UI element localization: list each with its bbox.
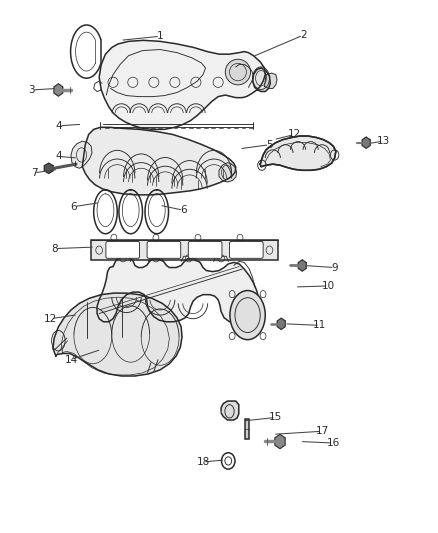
Text: 14: 14: [64, 354, 78, 365]
Text: 5: 5: [266, 140, 273, 150]
Text: 3: 3: [28, 85, 35, 95]
Polygon shape: [265, 73, 277, 88]
Polygon shape: [275, 434, 285, 449]
Text: 18: 18: [196, 457, 210, 467]
FancyBboxPatch shape: [147, 241, 181, 259]
Text: 6: 6: [180, 205, 187, 215]
Text: 4: 4: [56, 151, 63, 161]
FancyBboxPatch shape: [230, 241, 263, 259]
Text: 1: 1: [157, 31, 163, 41]
Text: 15: 15: [269, 413, 283, 423]
Polygon shape: [298, 260, 306, 271]
Polygon shape: [44, 163, 53, 173]
Text: 8: 8: [52, 244, 58, 254]
Polygon shape: [53, 293, 182, 376]
Text: 2: 2: [300, 30, 307, 40]
Polygon shape: [214, 256, 229, 261]
Ellipse shape: [225, 59, 251, 85]
Bar: [245, 419, 249, 439]
Text: 13: 13: [376, 136, 390, 146]
Text: 16: 16: [327, 438, 340, 448]
Polygon shape: [71, 141, 92, 168]
Polygon shape: [97, 257, 259, 324]
Text: 9: 9: [331, 263, 338, 272]
Polygon shape: [219, 163, 237, 182]
Polygon shape: [362, 137, 370, 148]
Polygon shape: [260, 136, 336, 171]
Text: 17: 17: [315, 426, 328, 437]
FancyBboxPatch shape: [106, 241, 140, 259]
Polygon shape: [116, 256, 131, 261]
Polygon shape: [277, 318, 285, 329]
Ellipse shape: [230, 290, 265, 340]
Text: 12: 12: [44, 314, 57, 324]
Polygon shape: [99, 41, 265, 130]
Polygon shape: [148, 256, 163, 261]
Text: 11: 11: [313, 320, 327, 330]
Text: 4: 4: [56, 121, 63, 131]
Text: 10: 10: [322, 281, 335, 291]
Text: 12: 12: [288, 130, 301, 140]
Text: 7: 7: [31, 168, 37, 178]
Polygon shape: [253, 68, 270, 92]
FancyBboxPatch shape: [188, 241, 222, 259]
Polygon shape: [54, 84, 63, 96]
Polygon shape: [221, 401, 239, 420]
Polygon shape: [181, 256, 196, 261]
Polygon shape: [82, 127, 236, 195]
Text: 6: 6: [71, 201, 77, 212]
Bar: [91, 240, 278, 260]
